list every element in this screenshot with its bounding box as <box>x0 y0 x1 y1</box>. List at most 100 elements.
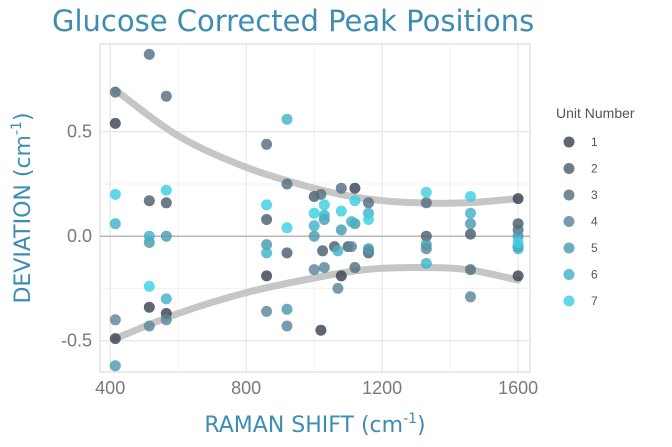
data-point-unit-6 <box>281 113 293 125</box>
legend-label-unit-1: 1 <box>591 135 598 149</box>
legend-marker-unit-5 <box>563 242 575 254</box>
legend-label-unit-2: 2 <box>591 162 598 176</box>
data-point-unit-7 <box>318 199 330 211</box>
data-point-unit-3 <box>160 90 172 102</box>
data-point-unit-3 <box>349 262 361 273</box>
data-point-unit-6 <box>346 216 357 228</box>
data-point-unit-6 <box>143 230 155 242</box>
confidence-bands <box>111 86 522 343</box>
data-point-unit-7 <box>465 191 476 202</box>
legend-marker-unit-6 <box>563 269 575 280</box>
legend: Unit Number 1 2 3 4 5 6 7 <box>556 105 635 308</box>
tick-labels: 400 800 1200 1600 0.5 0.0 -0.5 <box>61 122 538 398</box>
data-point-unit-5 <box>261 239 273 251</box>
data-point-unit-2 <box>420 230 432 242</box>
x-tick-label: 400 <box>95 378 125 398</box>
x-axis-title: RAMAN SHIFT (cm-1) <box>204 411 425 438</box>
data-point-unit-3 <box>335 182 347 194</box>
data-point-unit-3 <box>315 188 327 200</box>
data-point-unit-2 <box>143 195 155 207</box>
data-point-unit-3 <box>261 138 273 150</box>
data-point-unit-7 <box>363 214 374 225</box>
y-tick-label: 0.0 <box>67 226 92 246</box>
data-point-unit-5 <box>281 303 293 315</box>
y-tick-label: 0.5 <box>67 122 92 142</box>
data-point-unit-5 <box>109 360 121 372</box>
data-points <box>109 48 524 372</box>
data-point-unit-5 <box>363 243 374 255</box>
legend-marker-unit-2 <box>563 163 575 174</box>
data-point-unit-7 <box>512 237 524 248</box>
data-point-unit-7 <box>143 280 155 292</box>
data-point-unit-5 <box>160 230 172 242</box>
data-point-unit-6 <box>109 218 121 230</box>
chart-title: Glucose Corrected Peak Positions <box>52 4 535 38</box>
data-point-unit-1 <box>512 270 524 282</box>
data-point-unit-3 <box>281 178 293 190</box>
y-tick-label: -0.5 <box>61 331 92 351</box>
data-point-unit-4 <box>160 314 172 326</box>
data-point-unit-1 <box>143 301 155 313</box>
lower-band-curve <box>111 263 522 343</box>
legend-title: Unit Number <box>556 105 635 121</box>
data-point-unit-5 <box>420 239 432 251</box>
data-point-unit-2 <box>281 247 293 259</box>
legend-marker-unit-1 <box>563 136 575 148</box>
data-point-unit-6 <box>318 209 330 221</box>
data-point-unit-5 <box>335 224 347 236</box>
data-point-unit-7 <box>335 205 347 217</box>
data-point-unit-1 <box>109 117 121 129</box>
legend-marker-unit-7 <box>563 295 575 307</box>
legend-label-unit-5: 5 <box>591 241 598 255</box>
data-point-unit-6 <box>332 245 344 257</box>
data-point-unit-6 <box>465 207 476 219</box>
data-point-unit-4 <box>143 320 155 332</box>
x-tick-label: 1600 <box>498 378 538 398</box>
data-point-unit-4 <box>318 262 330 273</box>
data-point-unit-1 <box>512 193 524 205</box>
y-axis-title: DEVIATION (cm-1) <box>9 112 36 303</box>
data-point-unit-1 <box>261 270 273 282</box>
data-point-unit-3 <box>420 197 432 209</box>
data-point-unit-3 <box>363 197 374 209</box>
data-point-unit-5 <box>465 218 476 230</box>
data-point-unit-4 <box>109 314 121 326</box>
data-point-unit-5 <box>308 230 320 242</box>
data-point-unit-2 <box>261 214 273 225</box>
legend-marker-unit-4 <box>563 216 575 227</box>
legend-label-unit-7: 7 <box>591 294 598 308</box>
data-point-unit-1 <box>315 324 327 336</box>
legend-items: 1 2 3 4 5 6 7 <box>563 135 598 308</box>
data-point-unit-4 <box>308 264 320 276</box>
data-point-unit-4 <box>261 305 273 317</box>
data-point-unit-6 <box>261 247 273 259</box>
data-point-unit-6 <box>420 257 432 269</box>
x-tick-label: 800 <box>231 378 261 398</box>
data-point-unit-4 <box>281 320 293 332</box>
data-point-unit-7 <box>160 184 172 196</box>
data-point-unit-4 <box>332 282 344 294</box>
data-point-unit-2 <box>317 245 329 257</box>
data-point-unit-7 <box>349 195 361 207</box>
legend-label-unit-6: 6 <box>591 268 598 282</box>
x-tick-label: 1200 <box>362 378 402 398</box>
data-point-unit-3 <box>109 86 121 98</box>
data-point-unit-4 <box>346 241 357 253</box>
data-point-unit-6 <box>160 293 172 305</box>
data-point-unit-7 <box>420 186 432 198</box>
data-point-unit-3 <box>143 48 155 60</box>
data-point-unit-7 <box>109 188 121 200</box>
legend-label-unit-4: 4 <box>591 215 598 229</box>
data-point-unit-3 <box>465 264 476 276</box>
data-point-unit-6 <box>308 220 320 232</box>
upper-band-curve <box>111 86 522 207</box>
data-point-unit-7 <box>281 222 293 234</box>
data-point-unit-1 <box>109 333 121 345</box>
data-point-unit-2 <box>465 228 476 240</box>
legend-marker-unit-3 <box>563 189 575 201</box>
legend-label-unit-3: 3 <box>591 188 598 202</box>
data-point-unit-7 <box>308 207 320 219</box>
data-point-unit-1 <box>335 270 347 282</box>
data-point-unit-1 <box>349 182 361 194</box>
